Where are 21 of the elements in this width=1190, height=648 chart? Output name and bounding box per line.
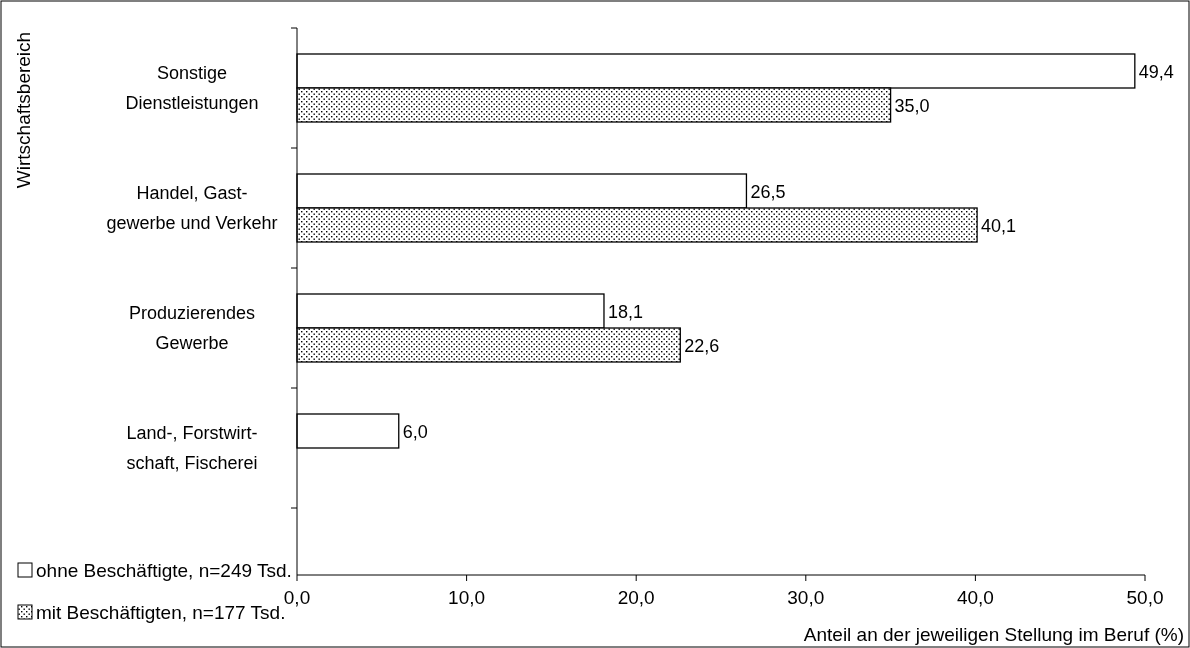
y-tick-label: Sonstige Dienstleistungen xyxy=(125,63,259,113)
x-tick-label: 40,0 xyxy=(956,587,994,608)
y-tick-label: Produzierendes Gewerbe xyxy=(128,303,256,353)
x-tick-label: 10,0 xyxy=(448,587,486,608)
y-tick-label: Land-, Forstwirt- schaft, Fischerei xyxy=(126,423,258,473)
y-tick-label: Handel, Gast- gewerbe und Verkehr xyxy=(106,183,278,233)
legend-label: ohne Beschäftigte, n=249 Tsd. xyxy=(36,560,292,581)
data-label: 26,5 xyxy=(750,182,786,202)
data-label: 18,1 xyxy=(607,302,644,322)
data-label: 40,1 xyxy=(981,216,1017,236)
data-label: 22,6 xyxy=(684,336,720,356)
x-tick-label: 20,0 xyxy=(617,587,655,608)
y-axis-title: Wirtschaftsbereich xyxy=(13,31,34,189)
data-label: 49,4 xyxy=(1138,62,1174,82)
legend-label: mit Beschäftigten, n=177 Tsd. xyxy=(36,602,286,623)
x-axis-title: Anteil an der jeweiligen Stellung im Beruf (%) xyxy=(803,624,1184,645)
data-label: 6,0 xyxy=(402,422,428,442)
x-tick-label: 50,0 xyxy=(1126,587,1164,608)
data-label: 35,0 xyxy=(894,96,930,116)
x-tick-label: 30,0 xyxy=(787,587,825,608)
x-tick-label: 0,0 xyxy=(283,587,311,608)
